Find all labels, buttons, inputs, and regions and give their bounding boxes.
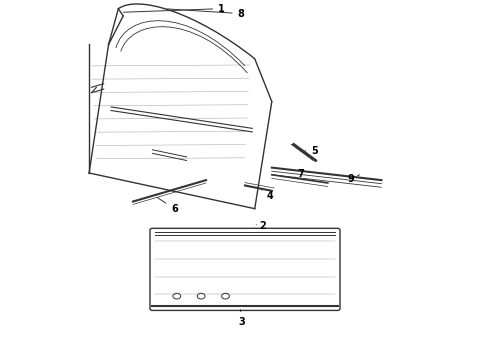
Text: 9: 9 [348, 174, 360, 184]
Text: 4: 4 [261, 189, 274, 201]
Text: 5: 5 [305, 146, 318, 156]
Text: 7: 7 [293, 169, 304, 179]
Text: 8: 8 [168, 9, 245, 19]
Text: 1: 1 [123, 4, 225, 14]
FancyBboxPatch shape [150, 228, 340, 310]
Text: 2: 2 [256, 221, 266, 231]
Text: 3: 3 [238, 310, 245, 327]
Text: 6: 6 [157, 197, 178, 214]
